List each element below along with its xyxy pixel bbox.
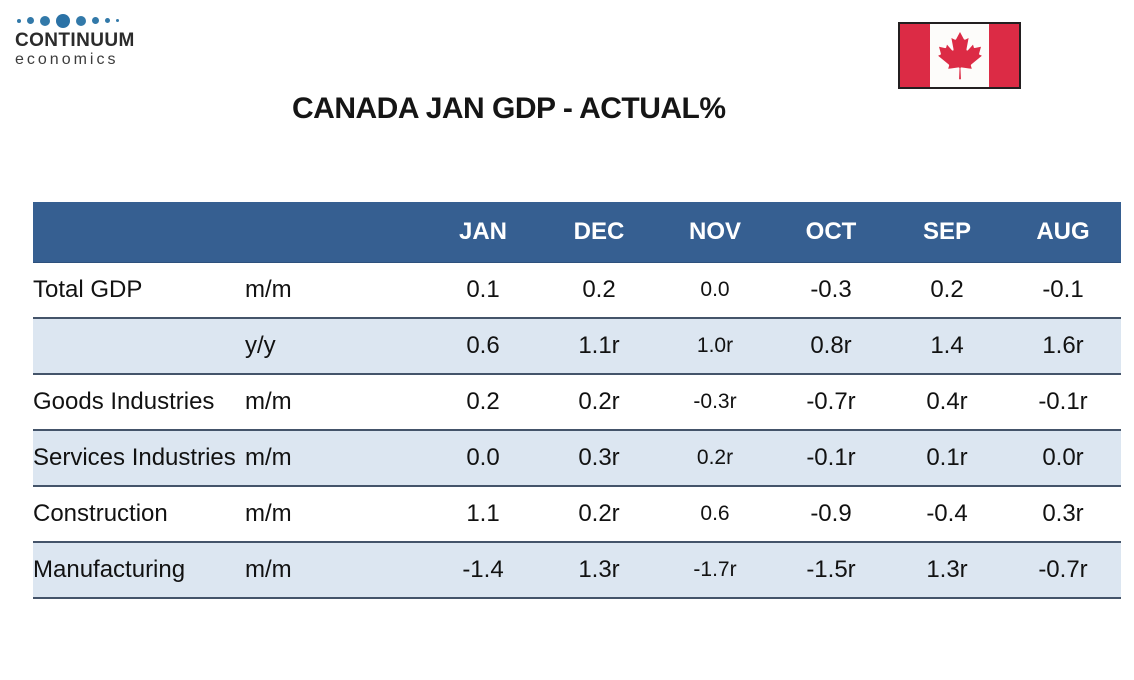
table-row: Manufacturing m/m -1.4 1.3r -1.7r -1.5r 1.3r -0… [33, 542, 1121, 598]
value-cell: 0.2r [696, 446, 734, 469]
value-cell: -0.1r [1038, 388, 1088, 415]
value-cell: 0.3r [578, 444, 620, 471]
value-cell: 0.2 [930, 276, 964, 303]
table-row: Goods Industries m/m 0.2 0.2r -0.3r -0.7r 0.4r… [33, 374, 1121, 430]
value-cell: -0.3r [693, 390, 737, 413]
table-header-row: JAN DEC NOV OCT SEP AUG [33, 202, 1121, 263]
value-cell: -0.4 [926, 500, 968, 527]
value-cell: 0.2r [578, 388, 620, 415]
value-cell: 0.0 [700, 278, 730, 301]
gdp-table: JAN DEC NOV OCT SEP AUG Total GDP m/m 0.1 0.2 0.0… [33, 202, 1121, 599]
column-header-jan: JAN [425, 202, 541, 263]
canada-flag-icon [898, 22, 1021, 89]
value-cell: -0.9 [810, 500, 852, 527]
row-unit: m/m [245, 276, 292, 303]
value-cell: -0.1r [806, 444, 856, 471]
value-cell: 0.2r [578, 500, 620, 527]
row-label: Manufacturing [33, 556, 186, 583]
maple-leaf-icon [937, 31, 982, 79]
table-row: Services Industries m/m 0.0 0.3r 0.2r -0.1r 0.… [33, 430, 1121, 486]
value-cell: 0.8r [810, 332, 852, 359]
value-cell: 1.4 [930, 332, 964, 359]
value-cell: 0.3r [1042, 500, 1084, 527]
flag-left-band [900, 24, 930, 87]
value-cell: -0.7r [806, 388, 856, 415]
value-cell: 1.3r [926, 556, 968, 583]
table-row: y/y 0.6 1.1r 1.0r 0.8r 1.4 1.6r [33, 318, 1121, 374]
value-cell: -0.7r [1038, 556, 1088, 583]
column-header-sep: SEP [889, 202, 1005, 263]
row-unit: y/y [245, 332, 276, 359]
logo-wordmark: CONTINUUM [15, 30, 135, 51]
value-cell: -0.3 [810, 276, 852, 303]
value-cell: 0.4r [926, 388, 968, 415]
value-cell: 0.0r [1042, 444, 1084, 471]
value-cell: -1.5r [806, 556, 856, 583]
logo-subtitle: economics [15, 50, 119, 68]
flag-right-band [989, 24, 1019, 87]
value-cell: 0.2 [582, 276, 616, 303]
value-cell: 0.1r [926, 444, 968, 471]
row-label: Goods Industries [33, 388, 215, 415]
value-cell: 0.6 [466, 332, 500, 359]
table-row: Construction m/m 1.1 0.2r 0.6 -0.9 -0.4 0.3r [33, 486, 1121, 542]
value-cell: 0.6 [700, 502, 730, 525]
row-unit: m/m [245, 556, 292, 583]
value-cell: 1.6r [1042, 332, 1084, 359]
flag-center-band [929, 24, 990, 87]
row-unit: m/m [245, 444, 292, 471]
value-cell: 1.3r [578, 556, 620, 583]
row-label: Construction [33, 500, 168, 527]
value-cell: 0.0 [466, 444, 500, 471]
value-cell: 1.0r [696, 334, 734, 357]
row-unit: m/m [245, 388, 292, 415]
column-header-nov: NOV [657, 202, 773, 263]
continuum-economics-logo: CONTINUUM economics [15, 13, 135, 69]
value-cell: 0.2 [466, 388, 500, 415]
value-cell: 1.1r [578, 332, 620, 359]
page-title: CANADA JAN GDP - ACTUAL% [292, 92, 726, 125]
value-cell: -1.7r [693, 558, 737, 581]
column-header-oct: OCT [773, 202, 889, 263]
table-row: Total GDP m/m 0.1 0.2 0.0 -0.3 0.2 -0.1 [33, 263, 1121, 319]
row-label: Services Industries [33, 444, 236, 471]
value-cell: -0.1 [1042, 276, 1084, 303]
column-header-aug: AUG [1005, 202, 1121, 263]
row-label: Total GDP [33, 276, 143, 303]
row-label [33, 318, 245, 374]
value-cell: -1.4 [462, 556, 504, 583]
column-header-label [33, 202, 245, 263]
column-header-dec: DEC [541, 202, 657, 263]
value-cell: 1.1 [466, 500, 500, 527]
logo-dots-icon [17, 13, 135, 28]
row-unit: m/m [245, 500, 292, 527]
value-cell: 0.1 [466, 276, 500, 303]
column-header-unit [245, 202, 425, 263]
